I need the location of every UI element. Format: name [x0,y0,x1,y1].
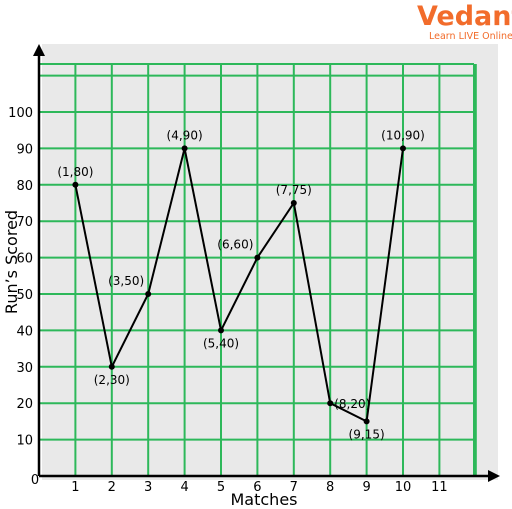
data-point [72,181,79,188]
data-label: (3,50) [108,274,144,288]
data-point [108,363,115,370]
origin-label: 0 [31,473,39,488]
data-label: (7,75) [276,183,312,197]
x-tick-labels: 1 2 3 4 5 6 7 8 9 10 11 [71,480,447,495]
vedantu-logo: Vedantu Learn LIVE Online [417,1,512,42]
data-point [181,145,188,152]
x-tick-label: 9 [362,480,370,495]
y-axis-arrow [33,44,45,56]
x-tick-label: 10 [395,480,412,495]
data-point [254,254,261,261]
x-tick-label: 8 [326,480,334,495]
x-tick-label: 4 [180,480,188,495]
y-tick-label: 40 [16,324,33,339]
data-label: (9,15) [349,427,385,441]
data-point [290,200,297,206]
x-tick-label: 7 [290,480,298,495]
y-tick-label: 90 [16,142,33,157]
logo-name: Vedantu [417,1,512,32]
data-label: (1,80) [57,165,93,179]
x-axis-arrow [488,470,500,482]
data-label: (10,90) [381,128,425,142]
y-tick-label: 50 [16,288,33,303]
data-point [363,418,370,425]
y-tick-label: 100 [8,106,33,121]
x-axis-title: Matches [231,490,298,509]
x-tick-label: 6 [253,480,261,495]
plot-background [42,44,498,480]
series-line [74,148,404,423]
data-label: (6,60) [217,238,253,252]
y-tick-label: 70 [16,215,33,230]
data-series [74,148,404,423]
y-tick-label: 60 [16,252,33,267]
x-tick-label: 11 [431,480,448,495]
y-tick-label: 30 [16,361,33,376]
data-label: (2,30) [94,373,130,387]
data-label: (5,40) [203,336,239,350]
logo-tagline: Learn LIVE Online [429,31,512,42]
axes [33,44,500,482]
data-labels: (1,80) (2,30) (3,50) (4,90) (5,40) (6,60) (7,7… [57,128,425,441]
y-axis-title: Run’s Scored [2,210,21,314]
x-tick-label: 1 [71,480,79,495]
data-point [145,291,152,297]
x-tick-label: 2 [108,480,116,495]
x-tick-label: 5 [217,480,225,495]
y-tick-label: 80 [16,179,33,194]
data-label: (8,20) [334,397,370,411]
data-label: (4,90) [167,128,203,142]
y-tick-label: 20 [16,397,33,412]
data-point [400,145,406,152]
x-tick-label: 3 [144,480,152,495]
data-point [327,400,334,407]
data-points [72,145,406,425]
y-tick-label: 10 [16,434,33,449]
data-point [218,327,224,334]
y-tick-labels: 10 20 30 40 50 60 70 80 90 100 [8,106,33,449]
